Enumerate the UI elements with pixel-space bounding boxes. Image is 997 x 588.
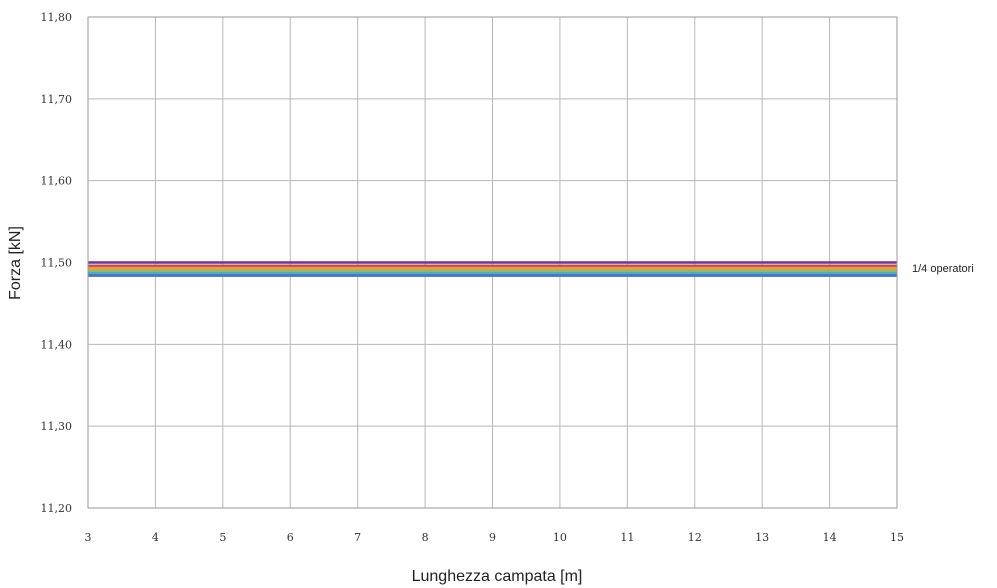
x-tick-label: 7	[354, 531, 361, 544]
plot-area	[87, 16, 898, 509]
y-tick-label: 11,30	[41, 420, 73, 433]
x-tick-label: 11	[620, 531, 634, 544]
y-axis-ticks: 11,20 11,30 11,40 11,50 11,60 11,70 11,80	[41, 11, 73, 515]
y-tick-label: 11,50	[41, 257, 73, 270]
y-tick-label: 11,60	[41, 175, 73, 188]
series-annotation: 1/4 operatori	[912, 263, 974, 275]
x-tick-label: 15	[890, 531, 904, 544]
y-tick-label: 11,80	[41, 11, 73, 24]
x-axis-title: Lunghezza campata [m]	[412, 568, 583, 585]
y-tick-label: 11,70	[41, 93, 73, 106]
series-lines	[88, 261, 897, 277]
x-tick-label: 10	[553, 531, 567, 544]
x-tick-label: 4	[152, 531, 159, 544]
x-tick-label: 5	[219, 531, 226, 544]
x-tick-label: 8	[422, 531, 429, 544]
x-tick-label: 12	[688, 531, 702, 544]
x-tick-label: 13	[755, 531, 769, 544]
x-tick-label: 3	[85, 531, 92, 544]
x-tick-label: 9	[489, 531, 496, 544]
x-tick-label: 6	[287, 531, 294, 544]
x-axis-ticks: 3 4 5 6 7 8 9 10 11 12 13 14 15	[85, 531, 905, 544]
x-tick-label: 14	[823, 531, 837, 544]
y-tick-label: 11,20	[41, 502, 73, 515]
y-axis-title: Forza [kN]	[7, 226, 24, 300]
y-tick-label: 11,40	[41, 338, 73, 351]
